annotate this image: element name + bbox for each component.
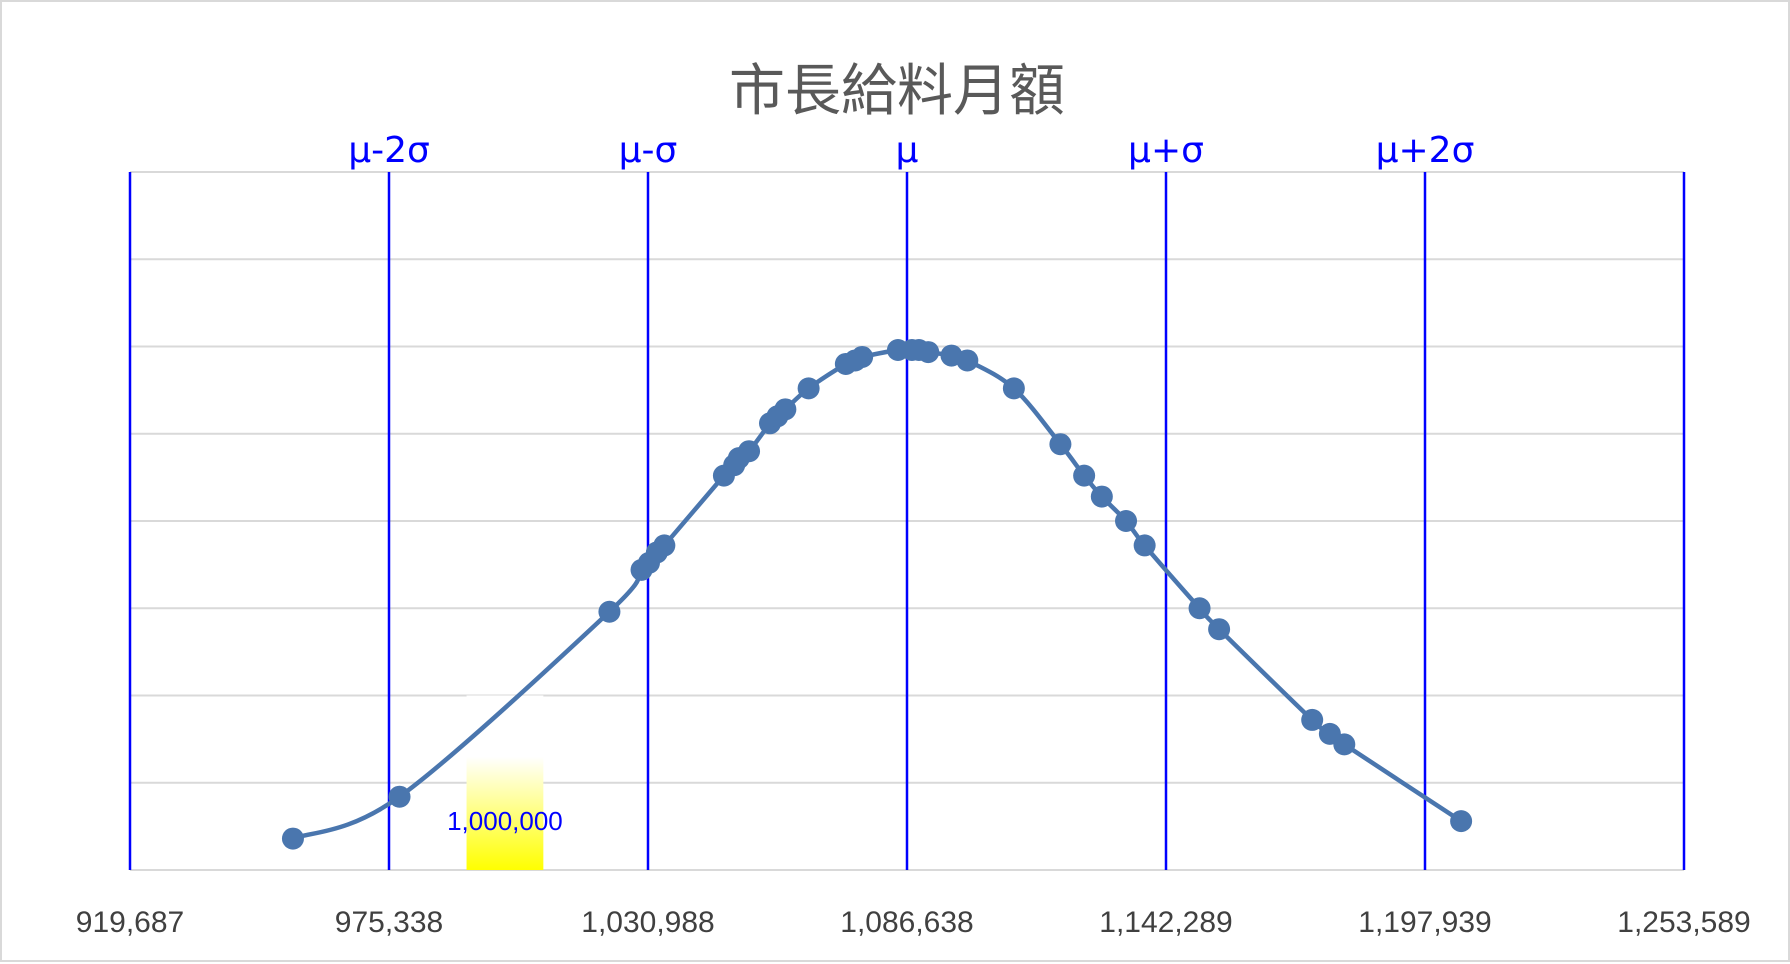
x-tick-label: 975,338	[335, 906, 443, 939]
data-point	[851, 345, 874, 368]
data-point	[598, 600, 621, 623]
data-point	[1073, 464, 1096, 487]
data-point	[1090, 485, 1113, 508]
sigma-label: μ+σ	[1128, 130, 1204, 171]
data-point	[281, 827, 304, 850]
data-point	[956, 349, 979, 372]
sigma-label: μ+2σ	[1376, 130, 1475, 171]
x-tick-label: 1,142,289	[1099, 906, 1232, 939]
data-point	[1115, 510, 1138, 532]
x-tick-label: 919,687	[76, 906, 184, 939]
points-layer	[281, 338, 1473, 850]
x-tick-label: 1,030,988	[581, 906, 714, 939]
data-point	[917, 341, 940, 364]
sigma-label: μ-2σ	[348, 130, 430, 171]
data-point	[1301, 708, 1324, 731]
x-tick-label: 1,197,939	[1358, 906, 1491, 939]
chart-title: 市長給料月額	[729, 59, 1065, 124]
highlight-label: 1,000,000	[447, 806, 563, 836]
x-tick-labels: 919,687 975,338 1,030,988 1,086,638 1,142,28…	[76, 906, 1751, 939]
sigma-lines: μ-2σ μ-σ μ μ+σ μ+2σ	[128, 130, 1686, 870]
highlight-rect	[466, 695, 544, 870]
data-point	[797, 377, 820, 400]
data-point	[1450, 810, 1473, 833]
data-point	[1002, 377, 1025, 400]
data-point	[738, 440, 761, 463]
data-point	[1188, 597, 1211, 620]
sigma-label: μ-σ	[619, 130, 678, 171]
data-point	[1133, 534, 1156, 557]
x-tick-label: 1,253,589	[1617, 906, 1750, 939]
x-tick-label: 1,086,638	[840, 906, 973, 939]
data-point	[653, 534, 676, 557]
data-point	[1049, 433, 1072, 456]
data-point	[774, 398, 797, 421]
data-point	[388, 785, 411, 808]
sigma-label: μ	[896, 130, 919, 171]
data-point	[1208, 618, 1231, 641]
highlight-region: 1,000,000	[447, 695, 563, 870]
data-point	[1333, 733, 1356, 756]
